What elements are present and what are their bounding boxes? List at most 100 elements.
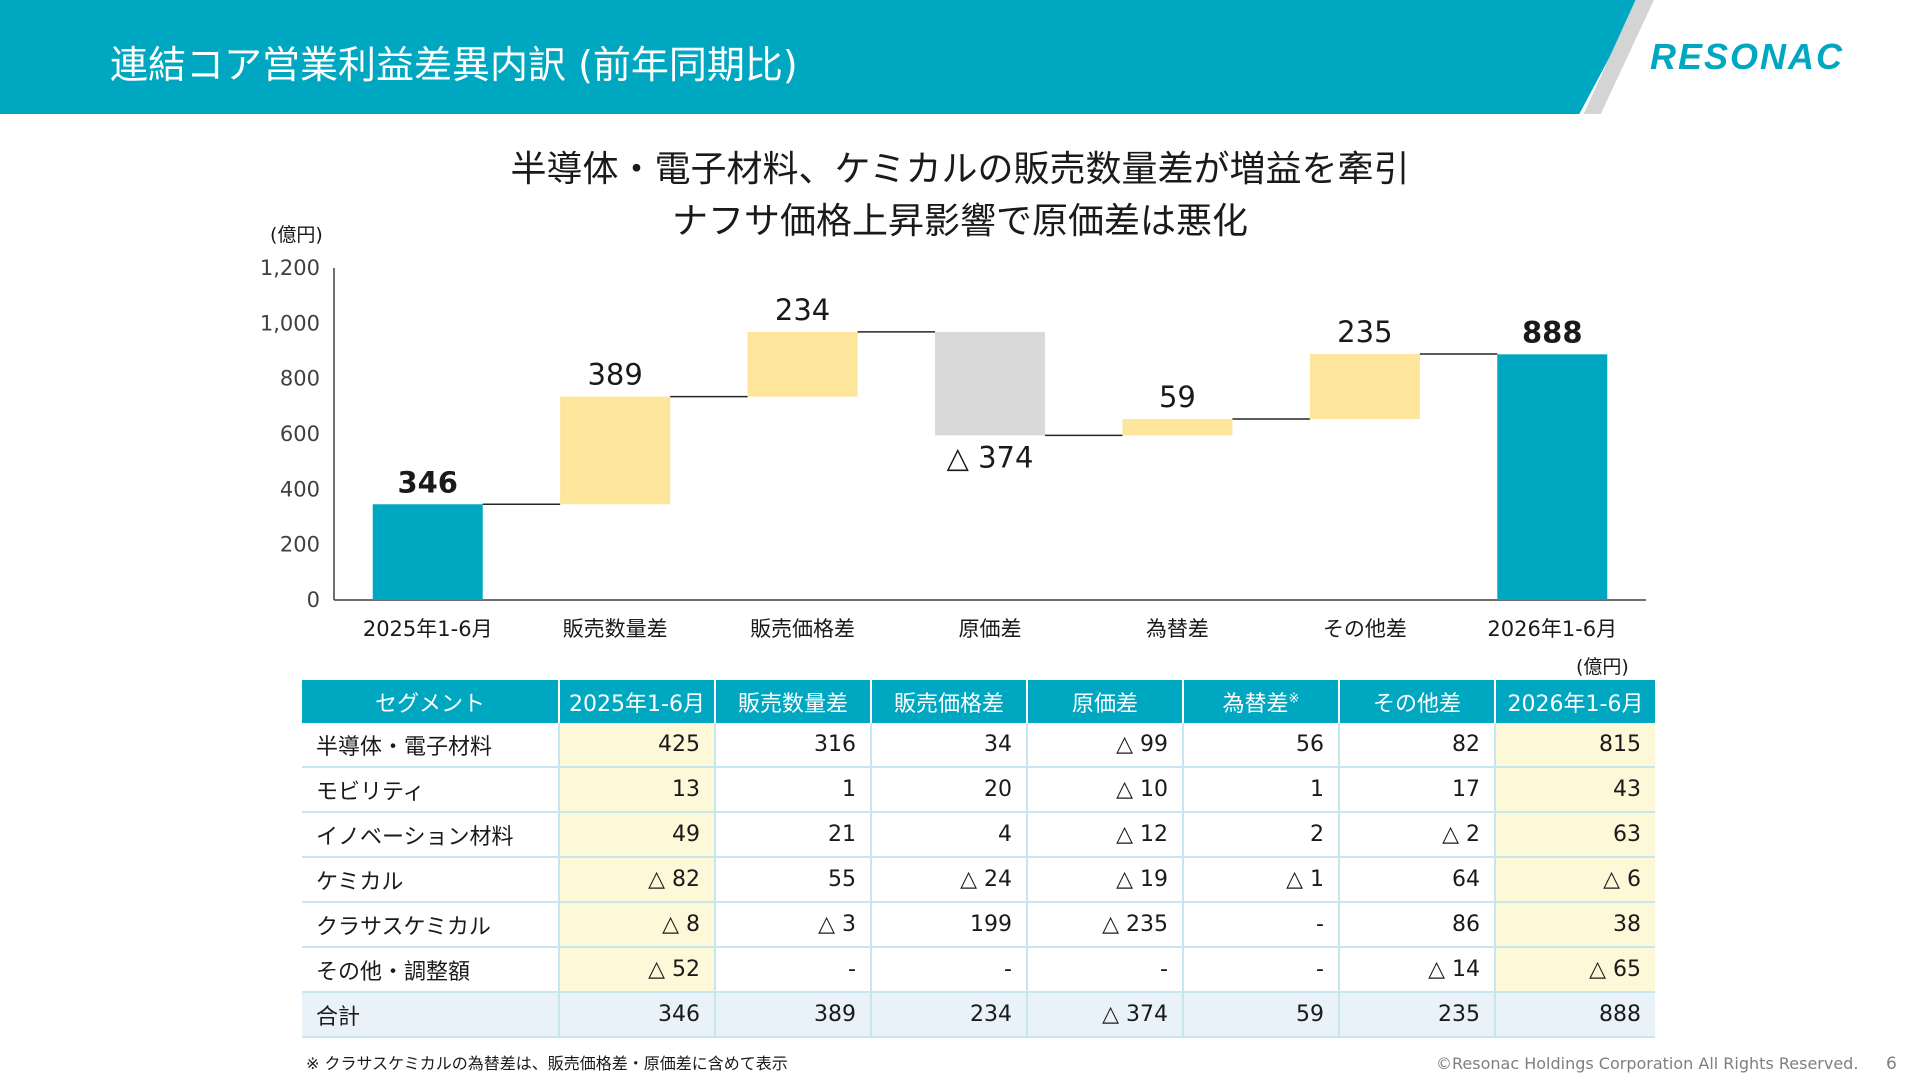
table-cell: - <box>1182 947 1339 993</box>
table-unit-label: (億円) <box>1576 656 1629 678</box>
table-cell: △ 8 <box>558 902 715 948</box>
y-tick-label: 1,000 <box>260 311 320 335</box>
table-cell: 86 <box>1338 902 1495 948</box>
waterfall-bar <box>747 331 858 397</box>
table-cell: 43 <box>1494 767 1655 813</box>
table-row: クラサスケミカル △ 8 △ 3 199 △ 235-86 38 <box>302 902 1655 948</box>
table-cell: △ 2 <box>1338 812 1495 858</box>
table-row: その他・調整額 △ 52- - - - △ 14 △ 65 <box>302 947 1655 993</box>
table-header-cell: 2026年1-6月 <box>1494 680 1655 723</box>
table-cell: 49 <box>558 812 715 858</box>
segment-name-cell: イノベーション材料 <box>302 812 559 858</box>
table-cell: 21 <box>714 812 871 858</box>
table-cell: △ 82 <box>558 857 715 903</box>
x-category-label: 2025年1-6月 <box>363 617 493 641</box>
table-cell: 64 <box>1338 857 1495 903</box>
table-cell: 235 <box>1338 992 1495 1038</box>
waterfall-chart: 0 200 400 600 800 1,000 1,200 346 2025年1-6月 389 販売… <box>260 256 1646 641</box>
table-cell: △ 6 <box>1494 857 1655 903</box>
table-header-cell: 販売数量差 <box>714 680 871 723</box>
y-tick-label: 600 <box>280 422 320 446</box>
header-accent-bar <box>0 0 1640 114</box>
table-cell: 199 <box>870 902 1027 948</box>
table-cell: △ 14 <box>1338 947 1495 993</box>
page-number: 6 <box>1886 1054 1897 1074</box>
table-cell: △ 24 <box>870 857 1027 903</box>
y-tick-label: 1,200 <box>260 256 320 280</box>
bar-value-label: △ 374 <box>947 440 1034 474</box>
y-tick-label: 0 <box>307 588 320 612</box>
waterfall-bar <box>935 331 1045 436</box>
segment-name-cell: その他・調整額 <box>302 947 559 993</box>
waterfall-bar <box>560 396 671 505</box>
table-cell: 17 <box>1338 767 1495 813</box>
bar-value-label: 389 <box>587 358 642 392</box>
waterfall-bar <box>1122 419 1233 436</box>
resonac-logo: RESONAC <box>1650 36 1845 77</box>
table-cell: 389 <box>714 992 871 1038</box>
headline-line-2: ナフサ価格上昇影響で原価差は悪化 <box>671 201 1248 242</box>
table-header-cell: 為替差※ <box>1182 680 1339 723</box>
table-cell: 82 <box>1338 723 1495 768</box>
table-cell: - <box>870 947 1027 993</box>
y-tick-label: 200 <box>280 533 320 557</box>
segment-name-cell: モビリティ <box>302 767 559 813</box>
header-band: 連結コア営業利益差異内訳 (前年同期比) RESONAC <box>0 0 1920 114</box>
table-cell: △ 235 <box>1026 902 1183 948</box>
x-category-label: 販売価格差 <box>750 617 855 641</box>
waterfall-bar <box>1497 354 1608 600</box>
table-row: モビリティ 13 1 20 △ 10 1 17 43 <box>302 767 1655 813</box>
slide-title: 連結コア営業利益差異内訳 (前年同期比) <box>110 43 798 87</box>
table-cell: △ 65 <box>1494 947 1655 993</box>
segment-name-cell: クラサスケミカル <box>302 902 559 948</box>
table-cell: 20 <box>870 767 1027 813</box>
segment-name-cell: 合計 <box>302 992 559 1038</box>
table-cell: △ 3 <box>714 902 871 948</box>
table-row: イノベーション材料 49 21 4 △ 12 2 △ 2 63 <box>302 812 1655 858</box>
table-cell: 34 <box>870 723 1027 768</box>
chart-unit-label: (億円) <box>270 224 323 246</box>
bar-value-label: 888 <box>1522 315 1583 349</box>
table-header-cell: セグメント <box>302 680 559 723</box>
bar-value-label: 235 <box>1337 315 1392 349</box>
segment-name-cell: 半導体・電子材料 <box>302 723 559 768</box>
table-cell: 59 <box>1182 992 1339 1038</box>
table-cell: 1 <box>714 767 871 813</box>
table-cell: 346 <box>558 992 715 1038</box>
table-header-cell: その他差 <box>1338 680 1495 723</box>
waterfall-bar <box>1309 354 1420 420</box>
table-cell: - <box>714 947 871 993</box>
table-row: 合計 346 389 234 △ 374 59 235 888 <box>302 992 1655 1038</box>
x-category-label: 2026年1-6月 <box>1487 617 1617 641</box>
table-cell: 888 <box>1494 992 1655 1038</box>
bar-value-label: 346 <box>397 465 458 499</box>
x-category-label: 販売数量差 <box>563 617 668 641</box>
table-cell: - <box>1182 902 1339 948</box>
table-cell: - <box>1026 947 1183 993</box>
table-header-cell: 販売価格差 <box>870 680 1027 723</box>
headline-line-1: 半導体・電子材料、ケミカルの販売数量差が増益を牽引 <box>510 149 1410 190</box>
table-cell: 13 <box>558 767 715 813</box>
table-row: 半導体・電子材料 425 316 34 △ 99 56 82 815 <box>302 723 1655 768</box>
bar-value-label: 59 <box>1159 380 1196 414</box>
table-cell: 55 <box>714 857 871 903</box>
table-header-row: セグメント 2025年1-6月 販売数量差 販売価格差 原価差 為替差※ その他差 2026年… <box>302 680 1655 723</box>
footnote: ※ クラサスケミカルの為替差は、販売価格差・原価差に含めて表示 <box>306 1054 788 1073</box>
table-header-cell: 2025年1-6月 <box>558 680 715 723</box>
header-footnote-mark: ※ <box>1288 691 1300 707</box>
table-cell: 56 <box>1182 723 1339 768</box>
table-cell: △ 19 <box>1026 857 1183 903</box>
table-cell: 4 <box>870 812 1027 858</box>
table-cell: 63 <box>1494 812 1655 858</box>
y-tick-label: 800 <box>280 367 320 391</box>
table-cell: △ 1 <box>1182 857 1339 903</box>
table-cell: 2 <box>1182 812 1339 858</box>
table-cell: 38 <box>1494 902 1655 948</box>
table-cell: 1 <box>1182 767 1339 813</box>
x-category-label: 原価差 <box>959 617 1022 641</box>
table-cell: 234 <box>870 992 1027 1038</box>
y-tick-label: 400 <box>280 477 320 501</box>
x-category-label: その他差 <box>1323 617 1407 641</box>
table-cell: △ 52 <box>558 947 715 993</box>
